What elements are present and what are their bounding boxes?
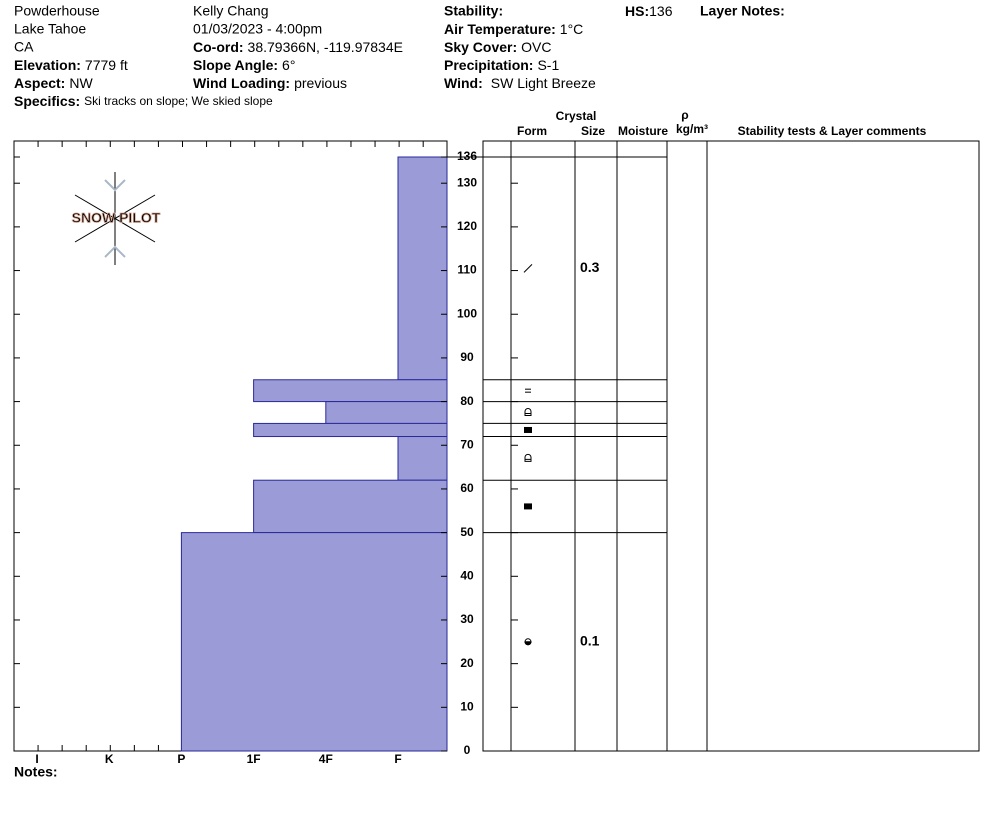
label: Specifics: <box>14 93 80 109</box>
grain-form <box>524 453 532 462</box>
x-tick-label: P <box>177 752 185 766</box>
value: SW Light Breeze <box>491 75 596 91</box>
y-tick-label: 10 <box>460 699 474 713</box>
precipitation: Precipitation: S-1 <box>444 57 559 73</box>
hs: HS:136 <box>625 3 673 19</box>
y-tick-label: 50 <box>460 525 474 539</box>
notes-label: Notes: <box>14 764 58 780</box>
x-tick-label: F <box>394 752 401 766</box>
x-tick-label: I <box>35 752 38 766</box>
y-tick-label: 20 <box>460 656 474 670</box>
hardness-bar <box>180 532 448 752</box>
x-tick-label: 4F <box>319 752 333 766</box>
observer: Kelly Chang <box>193 3 269 19</box>
location: CA <box>14 39 34 55</box>
label: Air Temperature: <box>444 21 556 37</box>
col-header: Stability tests & Layer comments <box>738 124 927 138</box>
air-temperature: Air Temperature: 1°C <box>444 21 583 37</box>
label: Slope Angle: <box>193 57 278 73</box>
label: Co-ord: <box>193 39 244 55</box>
label: HS: <box>625 3 649 19</box>
y-tick-label: 100 <box>457 306 477 320</box>
value: OVC <box>521 39 551 55</box>
y-tick-label: 30 <box>460 612 474 626</box>
slope-angle: Slope Angle: 6° <box>193 57 295 73</box>
datetime: 01/03/2023 - 4:00pm <box>193 21 322 37</box>
hardness-bar <box>253 422 448 438</box>
wind-loading: Wind Loading: previous <box>193 75 347 91</box>
specifics: Specifics: Ski tracks on slope; We skied … <box>14 93 273 109</box>
logo-text: SNOW PILOT <box>72 210 161 226</box>
col-header: kg/m³ <box>676 122 708 136</box>
x-tick-label: 1F <box>247 752 261 766</box>
y-tick-label: 90 <box>460 350 474 364</box>
y-tick-label: 0 <box>464 743 471 757</box>
stability-label: Stability: <box>444 3 503 19</box>
glyph <box>524 426 532 433</box>
label: Sky Cover: <box>444 39 517 55</box>
glyph <box>524 641 532 646</box>
grain-form <box>524 408 532 417</box>
value: Ski tracks on slope; We skied slope <box>84 94 273 108</box>
value: 7779 ft <box>85 57 128 73</box>
logo: SNOW PILOT <box>71 172 161 265</box>
y-tick-label: 40 <box>460 568 474 582</box>
y-tick-label: 130 <box>457 175 477 189</box>
grain-form <box>525 388 531 393</box>
col-header: Form <box>517 124 547 138</box>
label: Wind Loading: <box>193 75 290 91</box>
location: Powderhouse <box>14 3 100 19</box>
y-tick-label: 120 <box>457 219 477 233</box>
value: 38.79366N, -119.97834E <box>248 39 403 55</box>
crystal-size: 0.3 <box>580 259 600 275</box>
glyph <box>524 453 532 462</box>
crystal-size: 0.1 <box>580 633 600 649</box>
layer-table-frame <box>482 140 980 752</box>
aspect: Aspect: NW <box>14 75 93 91</box>
value: previous <box>294 75 347 91</box>
label: Precipitation: <box>444 57 533 73</box>
hardness-bar <box>397 156 448 381</box>
coord: Co-ord: 38.79366N, -119.97834E <box>193 39 403 55</box>
hardness-bar <box>397 436 448 481</box>
layer-notes: Layer Notes: <box>700 3 785 19</box>
grain-form <box>524 426 532 433</box>
glyph <box>524 503 532 510</box>
sky-cover: Sky Cover: OVC <box>444 39 552 55</box>
location: Lake Tahoe <box>14 21 86 37</box>
hardness-bar <box>253 379 448 403</box>
elevation: Elevation: 7779 ft <box>14 57 128 73</box>
col-header: Crystal <box>556 109 597 123</box>
x-tick-label: K <box>105 752 114 766</box>
col-header: Size <box>581 124 605 138</box>
col-header: Moisture <box>618 124 668 138</box>
label: Aspect: <box>14 75 65 91</box>
y-tick-label: 80 <box>460 394 474 408</box>
grain-form <box>524 503 532 510</box>
y-tick-label: 60 <box>460 481 474 495</box>
y-tick-label: 70 <box>460 437 474 451</box>
hardness-bar <box>253 479 448 534</box>
value: S-1 <box>537 57 559 73</box>
label: Elevation: <box>14 57 81 73</box>
value: 136 <box>649 3 673 19</box>
y-tick-label: 110 <box>457 263 477 277</box>
value: 6° <box>282 57 295 73</box>
y-tick-label: 136 <box>457 149 477 163</box>
glyph <box>524 408 532 417</box>
grain-form <box>523 264 533 273</box>
grain-form <box>524 638 532 646</box>
table-columns <box>510 141 708 751</box>
value: 1°C <box>560 21 584 37</box>
wind: Wind: SW Light Breeze <box>444 75 596 91</box>
col-header: ρ <box>681 108 688 122</box>
label: Wind: <box>444 75 483 91</box>
hardness-bar <box>325 401 448 424</box>
value: NW <box>69 75 93 91</box>
glyph <box>523 264 533 273</box>
